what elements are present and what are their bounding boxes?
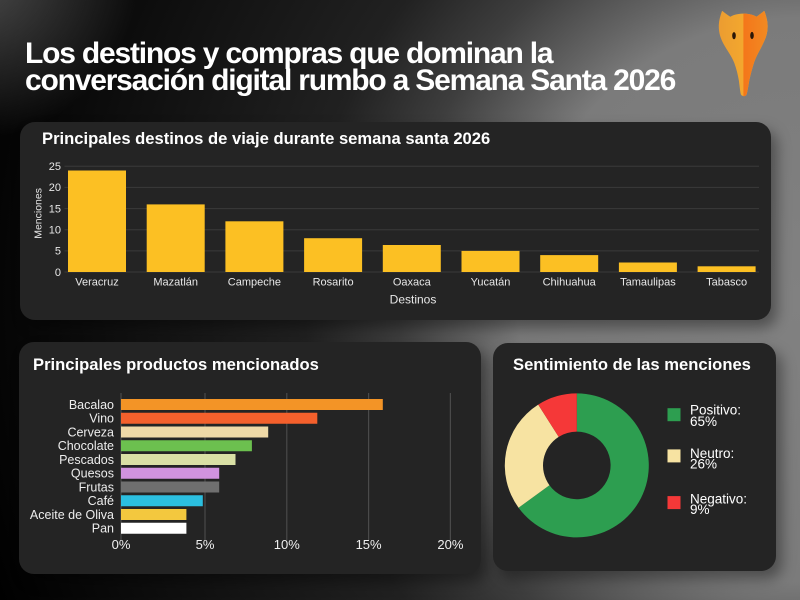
svg-text:25: 25 [49,161,61,173]
svg-text:Oaxaca: Oaxaca [393,276,432,288]
svg-text:Veracruz: Veracruz [75,276,118,288]
svg-text:0: 0 [55,267,61,279]
svg-text:5: 5 [55,246,61,258]
svg-text:Tamaulipas: Tamaulipas [620,276,676,288]
svg-text:Negativo:: Negativo: [690,492,747,507]
svg-text:Café: Café [88,494,114,508]
svg-text:Neutro:: Neutro: [690,446,734,461]
svg-text:10%: 10% [274,537,300,552]
svg-text:Pan: Pan [92,522,114,536]
svg-text:Chihuahua: Chihuahua [543,276,597,288]
svg-text:20%: 20% [437,537,463,552]
svg-text:20: 20 [49,182,61,194]
svg-text:9%: 9% [690,502,710,517]
svg-text:Menciones: Menciones [33,188,45,239]
svg-text:Cerveza: Cerveza [67,425,114,439]
svg-text:26%: 26% [690,457,717,472]
svg-text:Campeche: Campeche [228,276,281,288]
svg-text:Rosarito: Rosarito [313,276,354,288]
svg-text:Yucatán: Yucatán [471,276,511,288]
svg-text:Frutas: Frutas [79,480,114,494]
svg-text:Positivo:: Positivo: [690,403,741,418]
svg-text:65%: 65% [690,414,717,429]
svg-text:Bacalao: Bacalao [69,398,114,412]
svg-text:Vino: Vino [89,412,114,426]
svg-text:Pescados: Pescados [59,453,114,467]
svg-text:Tabasco: Tabasco [706,276,747,288]
svg-text:Mazatlán: Mazatlán [153,276,198,288]
svg-text:Chocolate: Chocolate [58,439,114,453]
svg-text:10: 10 [49,225,61,237]
svg-text:5%: 5% [196,537,215,552]
svg-text:15: 15 [49,203,61,215]
svg-text:15%: 15% [356,537,382,552]
svg-text:Quesos: Quesos [71,467,114,481]
svg-text:0%: 0% [112,537,131,552]
svg-text:Aceite de Oliva: Aceite de Oliva [30,508,114,522]
svg-text:Destinos: Destinos [390,293,437,307]
